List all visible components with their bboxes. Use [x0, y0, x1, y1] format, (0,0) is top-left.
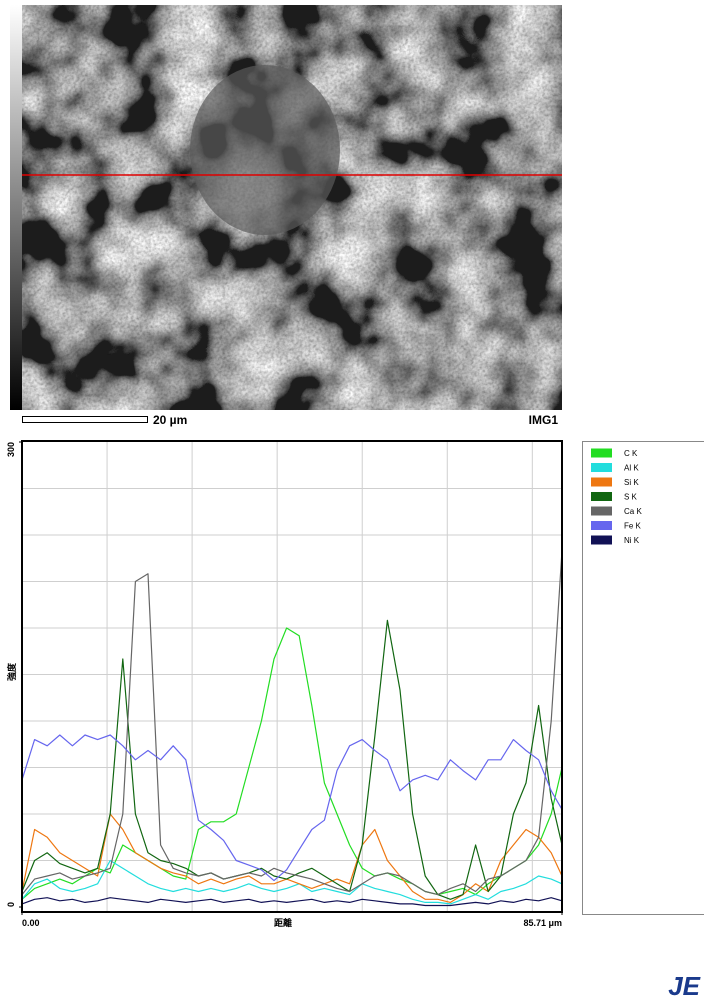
legend-swatch: [591, 478, 612, 487]
legend-label: Si K: [624, 478, 639, 487]
y-axis-label: 強度: [6, 662, 17, 681]
plot-area: [22, 441, 562, 912]
logo: JE: [668, 971, 700, 1000]
legend-swatch: [591, 449, 612, 458]
legend-swatch: [591, 507, 612, 516]
legend-label: Fe K: [624, 522, 642, 531]
legend-label: C K: [624, 449, 638, 458]
scale-bar: [23, 417, 148, 423]
legend-swatch: [591, 492, 612, 501]
sem-particle: [190, 65, 340, 235]
gray-scale-bar: [10, 5, 22, 410]
y-tick-label: 300: [6, 442, 16, 457]
legend-label: Ni K: [624, 536, 640, 545]
y-tick-label: 0: [6, 902, 16, 907]
legend-swatch: [591, 536, 612, 545]
legend-label: Al K: [624, 464, 639, 473]
x-axis-label: 距離: [274, 917, 292, 928]
x-tick-label: 85.71: [523, 918, 546, 928]
image-label: IMG1: [529, 413, 559, 427]
legend-swatch: [591, 521, 612, 530]
scale-bar-label: 20 µm: [153, 413, 187, 427]
x-unit: μm: [548, 918, 562, 928]
legend-swatch: [591, 463, 612, 472]
x-tick-label: 0.00: [22, 918, 40, 928]
legend-label: S K: [624, 493, 638, 502]
legend-label: Ca K: [624, 507, 642, 516]
